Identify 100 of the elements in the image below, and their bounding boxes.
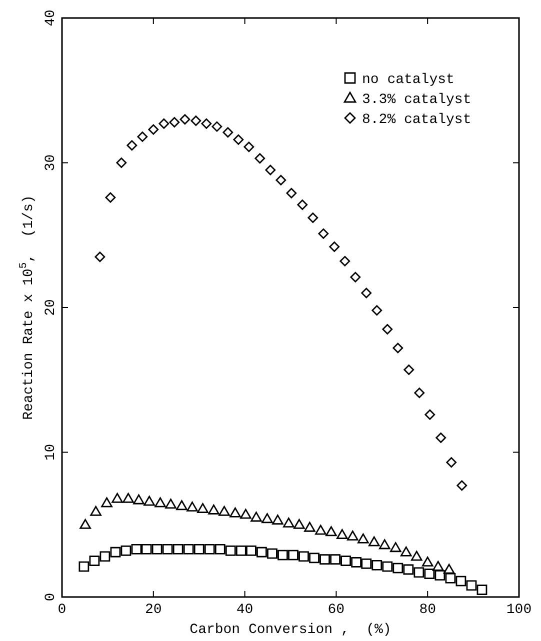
y-tick-label: 30 xyxy=(43,154,59,172)
point xyxy=(466,580,477,591)
point xyxy=(276,174,286,186)
point xyxy=(358,533,369,544)
x-axis-title: Carbon Conversion , (%) xyxy=(190,622,392,638)
point xyxy=(434,570,446,580)
point xyxy=(246,545,256,556)
point xyxy=(336,529,348,540)
point xyxy=(308,212,318,223)
point xyxy=(340,256,350,266)
point xyxy=(236,545,246,556)
point xyxy=(208,504,220,514)
x-tick-label: 60 xyxy=(328,602,345,618)
point xyxy=(432,560,444,571)
point xyxy=(201,118,212,129)
point xyxy=(446,457,457,468)
point xyxy=(183,544,194,554)
point xyxy=(105,192,116,203)
point xyxy=(225,545,236,556)
point xyxy=(424,409,436,420)
point xyxy=(110,546,121,558)
point xyxy=(131,544,142,554)
point xyxy=(194,544,204,554)
point xyxy=(414,388,425,398)
point xyxy=(148,124,159,135)
point xyxy=(78,561,90,572)
point xyxy=(176,500,188,510)
point xyxy=(392,342,404,354)
point xyxy=(403,564,414,575)
point xyxy=(378,539,390,550)
point xyxy=(326,526,337,536)
point xyxy=(351,557,362,568)
point xyxy=(222,127,234,138)
point xyxy=(361,288,372,298)
point xyxy=(244,142,254,152)
point xyxy=(382,324,393,334)
point xyxy=(294,518,305,529)
point xyxy=(382,561,393,572)
point xyxy=(262,513,273,524)
point xyxy=(233,134,244,145)
point xyxy=(443,564,455,574)
point xyxy=(422,556,434,567)
point xyxy=(283,518,294,528)
point xyxy=(116,158,127,168)
point xyxy=(318,228,329,239)
point xyxy=(414,567,424,578)
point xyxy=(152,544,162,554)
point xyxy=(372,560,382,570)
point xyxy=(272,514,284,525)
point xyxy=(172,544,184,554)
point xyxy=(304,522,316,532)
point xyxy=(154,497,166,508)
point xyxy=(456,480,468,491)
point xyxy=(297,200,308,210)
point xyxy=(410,550,422,561)
point xyxy=(101,497,112,508)
point xyxy=(100,551,110,562)
point xyxy=(329,242,340,252)
point xyxy=(254,153,266,164)
point xyxy=(144,496,155,506)
point xyxy=(122,492,134,503)
point xyxy=(204,544,215,554)
x-tick-label: 40 xyxy=(236,602,254,618)
point xyxy=(214,544,226,554)
point xyxy=(288,550,298,560)
point xyxy=(286,188,297,198)
point xyxy=(90,506,102,516)
legend-label: 8.2% catalyst xyxy=(362,112,472,128)
point xyxy=(267,548,278,559)
point xyxy=(330,554,340,565)
point xyxy=(186,502,198,512)
point xyxy=(476,584,488,595)
point xyxy=(456,576,466,586)
point xyxy=(400,546,412,556)
point xyxy=(445,572,456,584)
y-tick-label: 40 xyxy=(43,10,59,26)
point xyxy=(180,114,190,125)
point xyxy=(315,524,326,535)
point xyxy=(120,545,132,556)
point xyxy=(240,508,252,519)
point xyxy=(350,272,361,282)
legend-label: no catalyst xyxy=(362,72,454,88)
y-tick-label: 0 xyxy=(43,592,59,602)
point xyxy=(158,118,170,129)
x-tick-label: 80 xyxy=(419,602,436,618)
point xyxy=(392,562,404,574)
point xyxy=(112,492,123,503)
point xyxy=(278,550,288,560)
point xyxy=(309,552,320,564)
point xyxy=(212,121,222,132)
point xyxy=(404,364,414,375)
legend-label: 3.3% catalyst xyxy=(362,92,472,108)
point xyxy=(390,542,402,552)
point xyxy=(368,536,380,546)
point xyxy=(361,558,372,569)
point xyxy=(372,305,382,316)
point xyxy=(320,554,330,565)
point xyxy=(230,507,241,518)
x-tick-label: 100 xyxy=(506,602,532,618)
point xyxy=(265,164,276,176)
